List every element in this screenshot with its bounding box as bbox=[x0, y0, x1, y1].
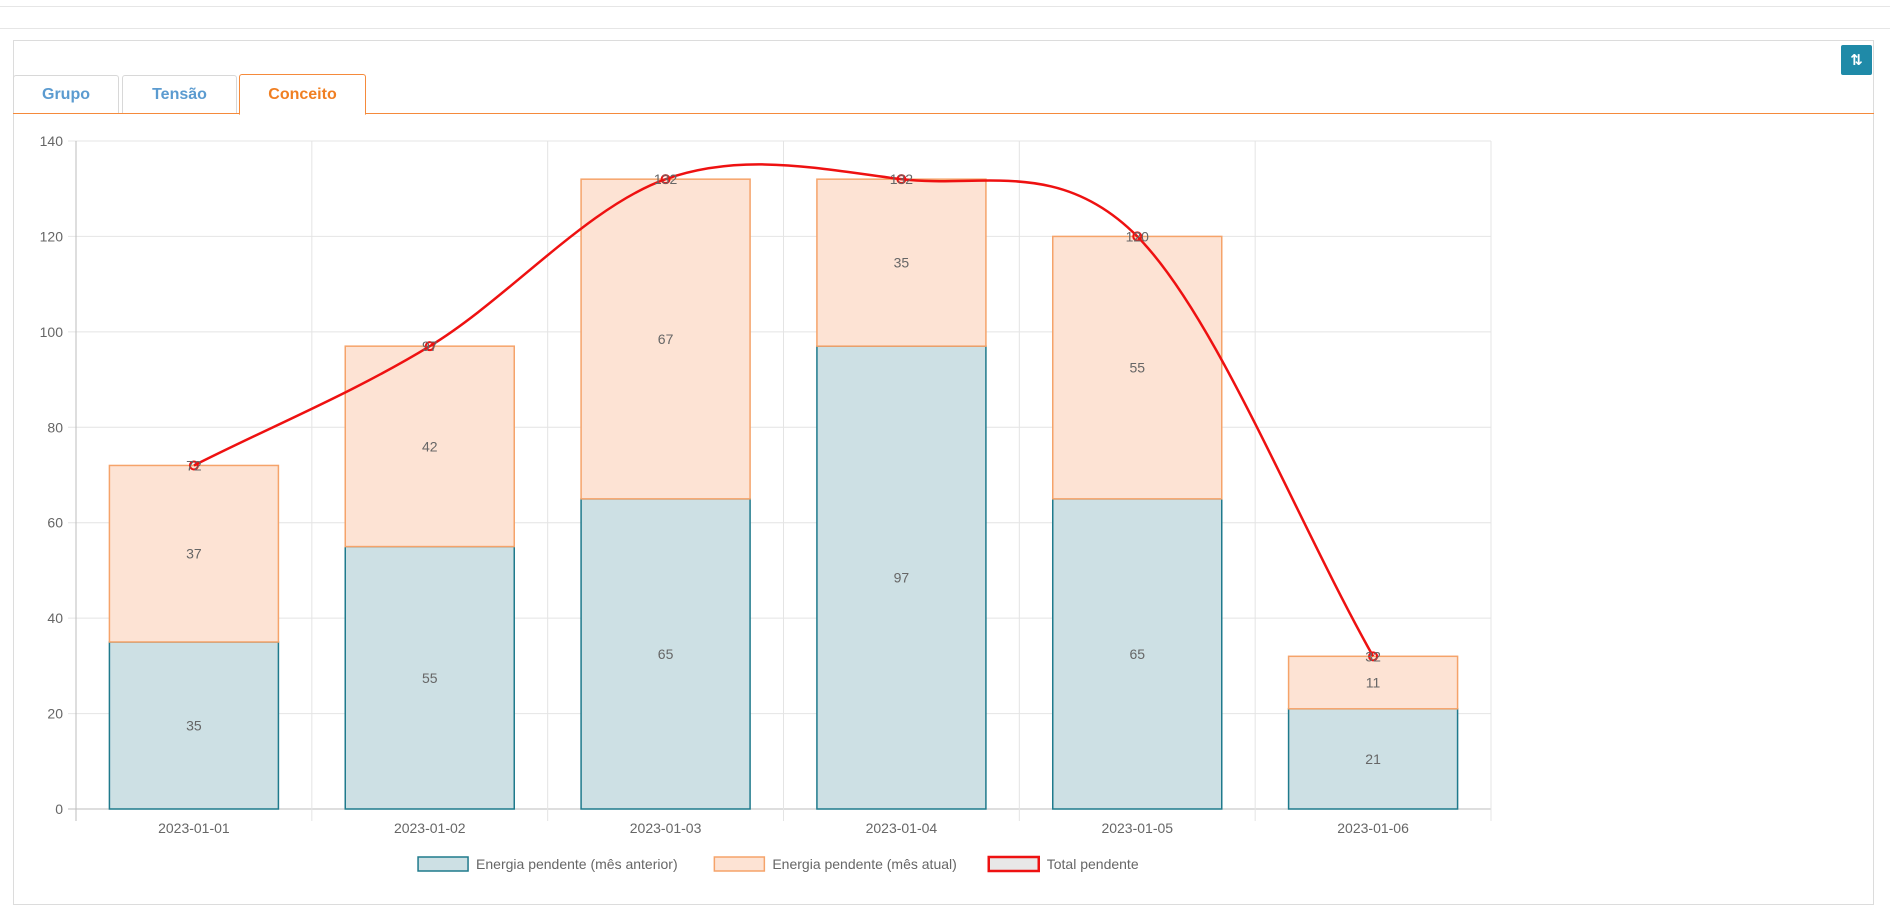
y-tick-label: 20 bbox=[47, 706, 63, 722]
bar-value-label: 42 bbox=[422, 438, 438, 454]
legend-swatch bbox=[417, 856, 469, 872]
bar-value-label: 97 bbox=[894, 570, 910, 586]
line-point bbox=[424, 341, 435, 352]
tab-baseline bbox=[13, 113, 1874, 114]
y-tick-label: 80 bbox=[47, 419, 63, 435]
legend-swatch bbox=[987, 855, 1040, 873]
line-point bbox=[188, 460, 199, 471]
bar-segment bbox=[816, 345, 987, 810]
line-value-label: 132 bbox=[654, 171, 678, 187]
top-divider bbox=[0, 6, 1890, 7]
line-point bbox=[1132, 231, 1143, 242]
bar-segment bbox=[1052, 498, 1223, 810]
y-tick-label: 0 bbox=[55, 801, 63, 817]
bar-value-label: 35 bbox=[894, 255, 910, 271]
x-tick-label: 2023-01-01 bbox=[158, 820, 230, 836]
y-tick-label: 40 bbox=[47, 610, 63, 626]
top-divider-2 bbox=[0, 28, 1890, 29]
tab-bar: Grupo Tensão Conceito bbox=[13, 74, 1874, 115]
bar-segment bbox=[108, 464, 280, 643]
legend-label: Energia pendente (mês atual) bbox=[772, 856, 956, 872]
legend-swatch bbox=[713, 856, 766, 872]
swap-vertical-icon[interactable]: ⇅ bbox=[1841, 45, 1872, 75]
bar-segment bbox=[344, 545, 515, 810]
tab-conceito[interactable]: Conceito bbox=[239, 74, 366, 115]
x-tick-label: 2023-01-04 bbox=[866, 820, 938, 836]
line-total-pendente bbox=[193, 163, 1375, 657]
line-point bbox=[896, 174, 907, 185]
tab-tensao[interactable]: Tensão bbox=[122, 75, 237, 113]
legend-label: Energia pendente (mês anterior) bbox=[476, 856, 678, 872]
bar-value-label: 11 bbox=[1366, 675, 1381, 691]
chart-area: 0 20 40 60 80 100 120 140 2023-01-01 2023-01-02 20… bbox=[14, 120, 1874, 904]
tab-grupo[interactable]: Grupo bbox=[13, 75, 119, 113]
line-value-label: 120 bbox=[1126, 228, 1150, 244]
bar-value-label: 67 bbox=[658, 331, 674, 347]
y-tick-label: 60 bbox=[47, 515, 63, 531]
y-tick-label: 100 bbox=[40, 324, 64, 340]
bar-value-label: 65 bbox=[658, 646, 674, 662]
legend-label: Total pendente bbox=[1047, 856, 1139, 872]
line-value-label: 132 bbox=[890, 171, 914, 187]
y-tick-label: 120 bbox=[40, 228, 64, 244]
bar-value-label: 35 bbox=[186, 718, 202, 734]
line-value-label: 97 bbox=[422, 338, 438, 354]
x-tick-label: 2023-01-05 bbox=[1101, 820, 1173, 836]
bar-segment bbox=[344, 345, 515, 548]
bar-segment bbox=[580, 498, 751, 810]
bar-value-label: 55 bbox=[1129, 360, 1145, 376]
x-tick-label: 2023-01-02 bbox=[394, 820, 466, 836]
x-tick-label: 2023-01-03 bbox=[630, 820, 702, 836]
line-value-label: 32 bbox=[1365, 648, 1381, 664]
bar-segment bbox=[1052, 235, 1223, 500]
bar-value-label: 55 bbox=[422, 670, 438, 686]
bar-value-label: 65 bbox=[1129, 646, 1145, 662]
line-point bbox=[660, 174, 671, 185]
bar-value-label: 37 bbox=[186, 546, 202, 562]
bar-segment bbox=[580, 178, 751, 500]
bar-segment bbox=[816, 178, 987, 347]
bar-segment bbox=[1287, 708, 1459, 810]
stacked-bar-line-chart: 0 20 40 60 80 100 120 140 2023-01-01 2023-01-02 20… bbox=[40, 133, 1492, 873]
bar-segment bbox=[108, 641, 280, 810]
x-tick-label: 2023-01-06 bbox=[1337, 820, 1409, 836]
bar-value-label: 21 bbox=[1365, 751, 1381, 767]
line-value-label: 72 bbox=[186, 457, 202, 473]
y-tick-label: 140 bbox=[40, 133, 64, 149]
line-point bbox=[1368, 651, 1379, 662]
